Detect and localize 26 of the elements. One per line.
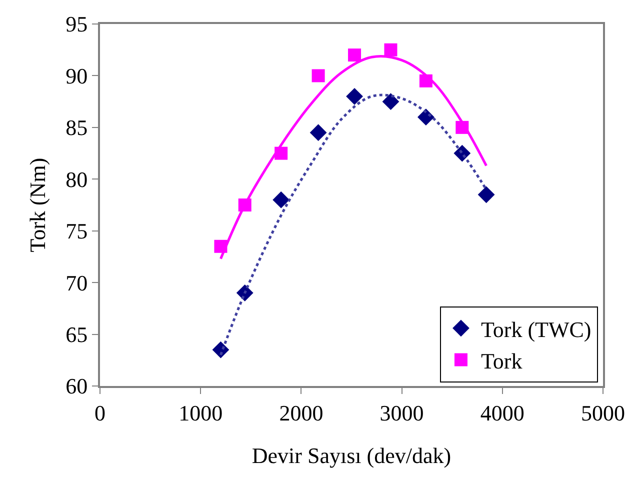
x-tick-label: 4000: [480, 400, 524, 426]
x-tick-label: 5000: [581, 400, 625, 426]
legend-label: Tork: [480, 348, 522, 374]
y-tick-label: 65: [66, 322, 88, 347]
point: [384, 43, 398, 56]
x-tick-label: 1000: [178, 400, 223, 426]
point: [312, 69, 325, 82]
x-tick-label: 0: [94, 400, 106, 426]
y-axis-title: Tork (Nm): [25, 158, 50, 252]
x-axis-title: Devir Sayısı (dev/dak): [252, 443, 452, 468]
y-tick-label: 75: [66, 218, 88, 244]
y-tick-label: 90: [66, 63, 88, 88]
y-tick-label: 95: [66, 12, 88, 37]
point: [478, 186, 495, 204]
x-tick-label: 2000: [279, 400, 324, 426]
legend-label: Tork (TWC): [480, 316, 592, 342]
point: [348, 48, 362, 62]
point: [310, 124, 327, 142]
y-tick-label: 85: [66, 115, 88, 140]
point: [272, 191, 290, 208]
point: [382, 93, 400, 110]
y-tick-label: 80: [66, 166, 88, 192]
x-tick-label: 3000: [380, 400, 424, 426]
y-tick-label: 60: [66, 374, 88, 399]
point: [346, 88, 363, 105]
y-tick-label: 70: [66, 270, 88, 296]
